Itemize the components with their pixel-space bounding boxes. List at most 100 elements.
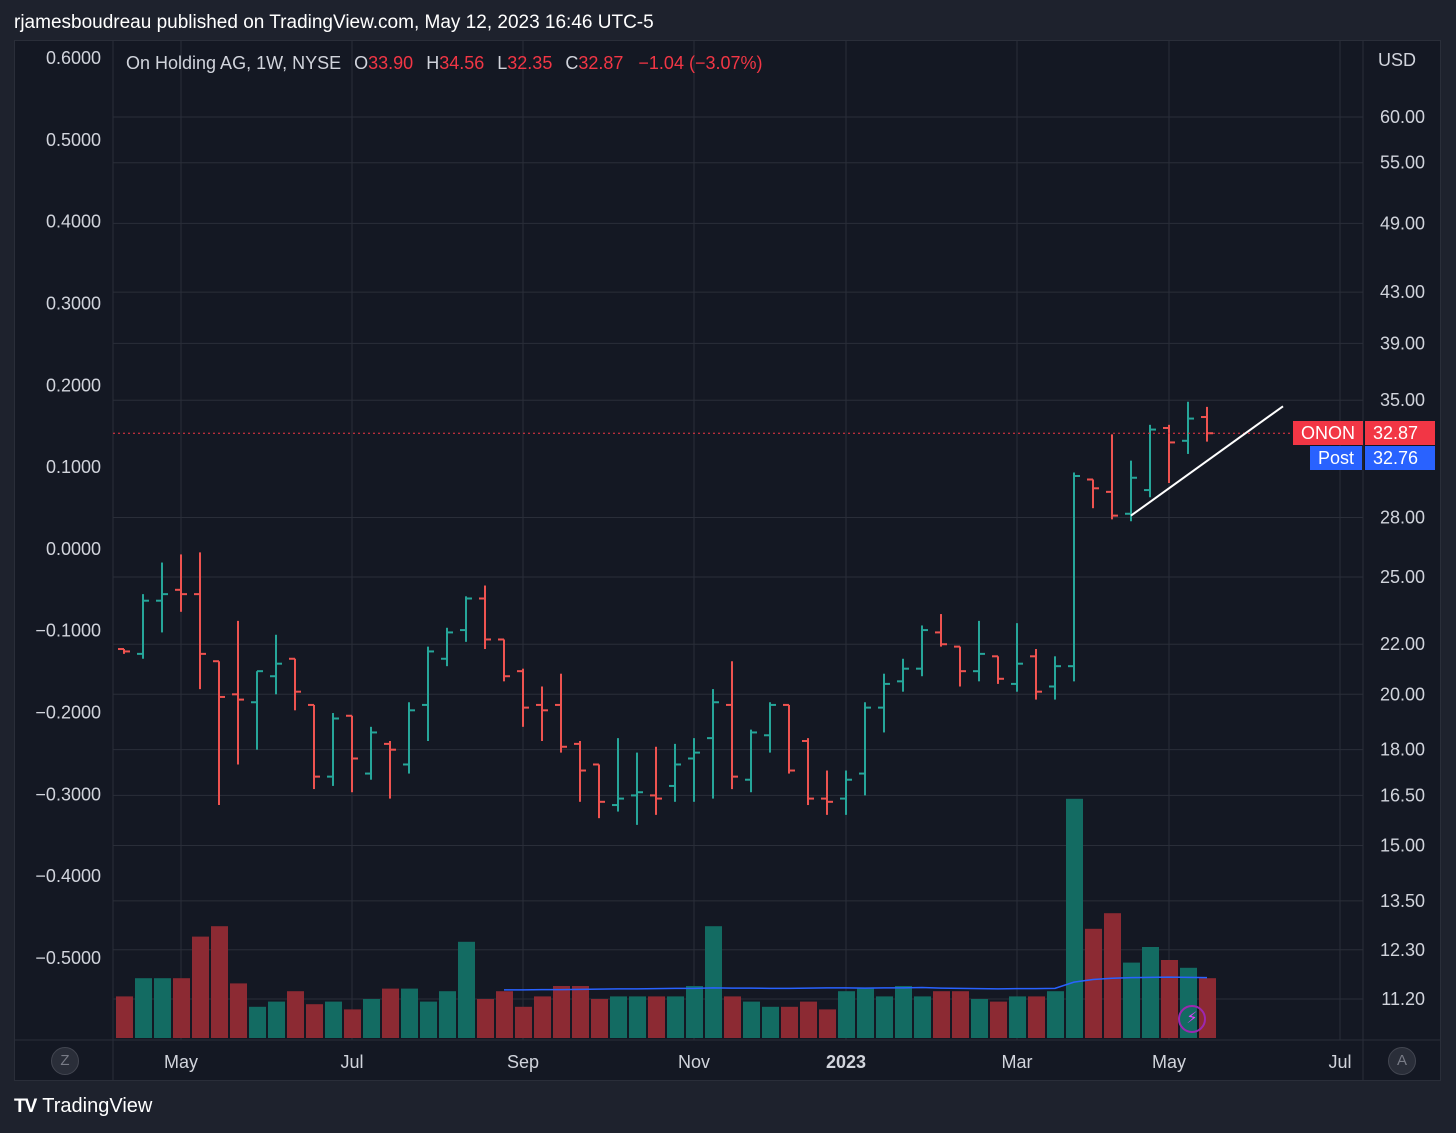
auto-scale-right-button[interactable]: A [1388, 1047, 1416, 1075]
ohlc-bar [156, 562, 168, 633]
volume-bar [325, 1001, 342, 1038]
volume-bar [1066, 798, 1083, 1038]
ohlc-bar [650, 746, 662, 815]
x-axis-label: May [1152, 1052, 1186, 1072]
volume-bar [154, 978, 171, 1038]
overlays [113, 405, 1363, 517]
right-axis-tick: 11.20 [1381, 989, 1425, 1009]
trendline [1130, 405, 1284, 517]
x-axis-label: 2023 [826, 1052, 866, 1072]
ohlc-bar [783, 703, 795, 774]
volume-bar [819, 1009, 836, 1038]
volume-bar [401, 988, 418, 1038]
grid [14, 40, 1441, 1080]
ohlc-bar [270, 634, 282, 695]
legend-high: 34.56 [439, 53, 485, 73]
right-axis-tick: 60.00 [1380, 107, 1425, 127]
x-axis-label: May [164, 1052, 198, 1072]
lightning-icon[interactable]: ⚡ [1178, 1005, 1206, 1033]
tradingview-footer[interactable]: TV TradingView [14, 1095, 152, 1118]
x-axis: May Jul Sep Nov 2023 Mar May Jul [164, 1052, 1352, 1072]
ohlc-bar [1087, 478, 1099, 509]
volume-bar [439, 991, 456, 1038]
ohlc-bar [916, 625, 928, 677]
volume-bar [933, 991, 950, 1038]
ohlc-bar [859, 702, 871, 796]
ohlc-bar [992, 655, 1004, 684]
ohlc-bar [1030, 649, 1042, 700]
volume-bar [192, 936, 209, 1038]
volume-bar [1009, 996, 1026, 1038]
volume-ma [504, 976, 1208, 991]
right-axis: USD 60.00 55.00 49.00 43.00 39.00 35.00 28.00 25… [1378, 50, 1425, 1009]
right-axis-tick: 49.00 [1380, 213, 1425, 233]
right-axis-tick: 28.00 [1380, 507, 1425, 527]
legend-symbol: On Holding AG, 1W, NYSE [126, 53, 342, 73]
legend-change: −1.04 (−3.07%) [638, 53, 763, 73]
right-axis-tick: 12.30 [1380, 940, 1425, 960]
volume-bar [800, 1001, 817, 1038]
chart-legend: On Holding AG, 1W, NYSE O33.90 H34.56 L3… [126, 53, 763, 74]
ohlc-bar [327, 713, 339, 786]
ohlc-bar [460, 596, 472, 642]
volume-bar [743, 1001, 760, 1038]
volume-bar [249, 1006, 266, 1038]
post-price-tag: 32.76 [1365, 446, 1435, 471]
ohlc-bar [289, 657, 301, 711]
legend-close: 32.87 [578, 53, 624, 73]
volume-bar [724, 996, 741, 1038]
left-axis-tick: 0.3000 [46, 293, 101, 313]
volume-ma-line [504, 976, 1208, 991]
legend-low: 32.35 [507, 53, 553, 73]
volume-bar [363, 999, 380, 1038]
volume-bar [515, 1006, 532, 1038]
right-axis-tick: 25.00 [1380, 567, 1425, 587]
volume-bar [135, 978, 152, 1038]
volume-bar [1028, 996, 1045, 1038]
ohlc-bar [574, 740, 586, 802]
ohlc-bar [688, 738, 700, 802]
tradingview-logo-icon: TV [14, 1095, 37, 1117]
right-axis-tick: 16.50 [1380, 785, 1425, 805]
volume-bar [1047, 991, 1064, 1038]
ohlc-bar [1144, 424, 1156, 498]
ohlc-bar [213, 660, 225, 806]
right-axis-tick: 22.00 [1380, 634, 1425, 654]
ohlc-bar [555, 673, 567, 753]
volume-bar [610, 996, 627, 1038]
volume-bar [686, 986, 703, 1038]
tradingview-brand: TradingView [42, 1095, 153, 1117]
left-axis-tick: 0.2000 [46, 375, 101, 395]
volume-bar [838, 991, 855, 1038]
onon-price-tag: 32.87 [1365, 421, 1435, 446]
right-axis-tick: 55.00 [1380, 153, 1425, 173]
ohlc-bar [726, 661, 738, 790]
ohlc-bar [764, 702, 776, 753]
x-axis-label: Jul [340, 1052, 363, 1072]
left-axis-tick: 0.6000 [46, 48, 101, 68]
right-axis-tick: 43.00 [1380, 282, 1425, 302]
volume-bar [458, 941, 475, 1038]
legend-high-label: H [426, 53, 440, 73]
right-axis-tick: 39.00 [1380, 333, 1425, 353]
auto-scale-left-button[interactable]: Z [51, 1047, 79, 1075]
volume-bar [705, 926, 722, 1038]
legend-open-label: O [354, 53, 369, 73]
legend-open: 33.90 [368, 53, 414, 73]
ohlc-bar [1068, 472, 1080, 682]
ohlc-bar [973, 620, 985, 682]
left-axis-tick: 0.0000 [46, 539, 101, 559]
ohlc-bar [802, 738, 814, 806]
ohlc-bar [840, 770, 852, 815]
ohlc-bar [498, 638, 510, 682]
volume-bar [971, 999, 988, 1038]
ohlc-bar [1182, 401, 1194, 454]
ohlc-bar [118, 648, 130, 654]
currency-label: USD [1378, 50, 1416, 70]
left-axis-tick: −0.3000 [35, 784, 101, 804]
volume-bar [1123, 962, 1140, 1038]
volume-bar [287, 991, 304, 1038]
volume-bar [572, 986, 589, 1038]
volume-bar [857, 988, 874, 1038]
